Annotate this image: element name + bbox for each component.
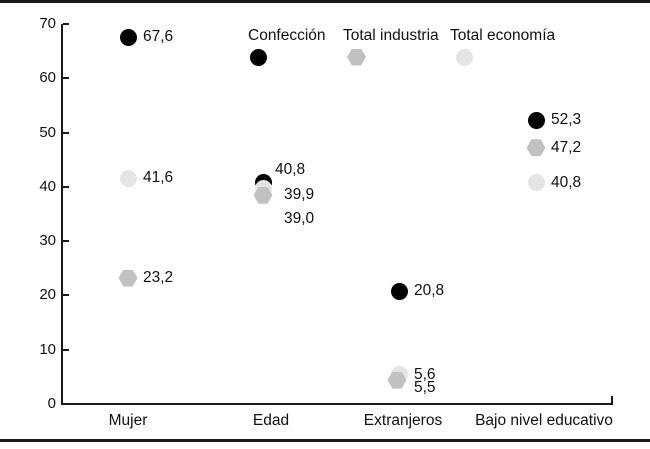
legend-marker-total-econom-a: [456, 48, 473, 66]
y-tick-label: 70: [39, 15, 56, 32]
y-axis-tick: [63, 403, 69, 405]
point-total-econom-a-mujer: [119, 169, 137, 187]
point-total-industria-bajo-nivel-educativo: [526, 139, 546, 157]
y-axis-tick: [63, 23, 69, 25]
bottom-rule: [0, 439, 650, 442]
point-total-econom-a-bajo-nivel-educativo: [527, 174, 545, 191]
category-label-edad: Edad: [252, 412, 290, 429]
y-axis-tick: [63, 131, 69, 134]
y-tick-label: 30: [39, 232, 56, 250]
y-axis-tick: [63, 77, 69, 80]
point-confecci-n-extranjeros: [390, 282, 408, 300]
value-label-confecci-n-edad: 40,8: [275, 160, 306, 178]
y-axis-tick: [63, 348, 69, 351]
y-axis-tick: [63, 185, 69, 188]
y-tick-label: 0: [47, 395, 56, 412]
legend-label-confecci-n: Confección: [248, 27, 326, 44]
value-label-total-industria-edad: 39,0: [284, 210, 315, 228]
y-tick-label: 40: [39, 177, 56, 195]
point-total-industria-edad: [253, 186, 273, 204]
point-total-industria-extranjeros: [387, 371, 407, 389]
x-axis-end-tick: [611, 396, 613, 404]
legend-marker-total-industria: [347, 48, 366, 66]
category-label-bajo-nivel-educativo: Bajo nivel educativo: [475, 412, 613, 429]
x-axis-line: [61, 403, 613, 405]
y-axis-line: [61, 24, 63, 405]
y-axis-tick: [63, 240, 69, 243]
y-axis-tick: [63, 294, 69, 297]
legend-label-total-industria: Total industria: [343, 27, 439, 44]
point-confecci-n-bajo-nivel-educativo: [527, 111, 545, 129]
y-tick-label: 50: [39, 123, 56, 141]
legend-marker-confecci-n: [250, 48, 267, 66]
value-label-confecci-n-mujer: 67,6: [143, 28, 174, 46]
value-label-total-industria-extranjeros: 5,5: [414, 379, 436, 397]
value-label-total-econom-a-extranjeros: 5,6: [414, 365, 436, 383]
y-tick-label: 60: [39, 69, 56, 87]
value-label-confecci-n-extranjeros: 20,8: [414, 282, 445, 300]
value-label-confecci-n-bajo-nivel-educativo: 52,3: [551, 111, 582, 129]
point-confecci-n-mujer: [119, 28, 137, 46]
top-rule: [0, 0, 650, 3]
value-label-total-econom-a-mujer: 41,6: [143, 169, 174, 187]
value-label-total-econom-a-bajo-nivel-educativo: 40,8: [551, 173, 582, 191]
category-label-extranjeros: Extranjeros: [363, 412, 443, 429]
y-tick-label: 10: [39, 340, 56, 358]
point-total-industria-mujer: [118, 269, 138, 287]
legend-label-total-econom-a: Total economía: [450, 27, 556, 44]
value-label-total-industria-mujer: 23,2: [143, 269, 174, 287]
category-label-mujer: Mujer: [108, 412, 148, 429]
y-tick-label: 20: [39, 286, 56, 304]
value-label-total-industria-bajo-nivel-educativo: 47,2: [551, 138, 582, 156]
value-label-total-econom-a-edad: 39,9: [284, 186, 315, 204]
